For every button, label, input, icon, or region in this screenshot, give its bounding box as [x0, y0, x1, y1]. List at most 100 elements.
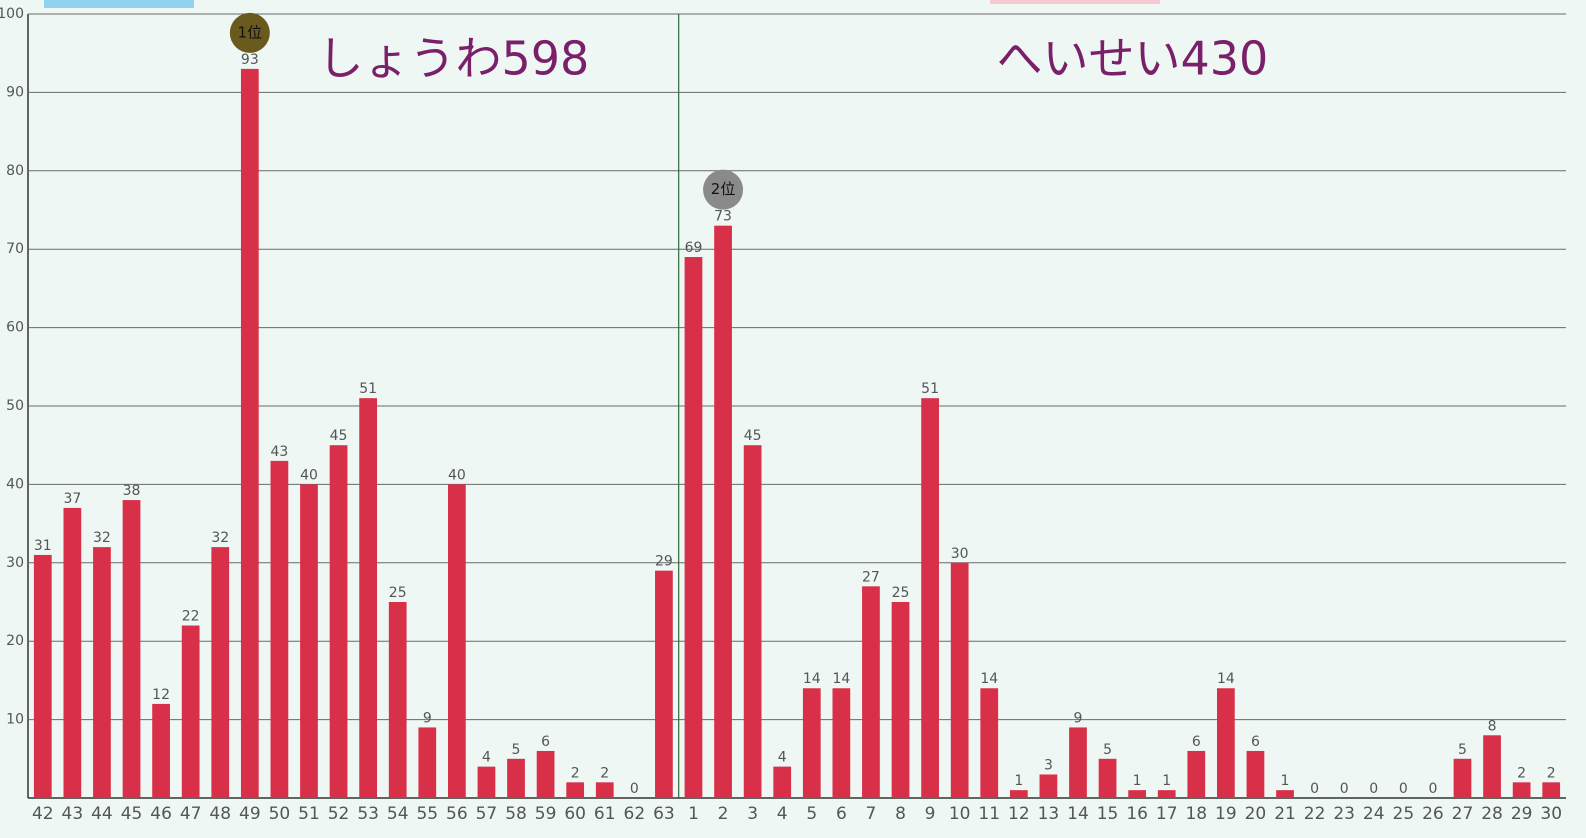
- bar: [803, 688, 821, 798]
- data-label: 45: [744, 428, 762, 444]
- bar: [714, 226, 732, 798]
- bar: [1483, 735, 1501, 798]
- data-label: 6: [1251, 734, 1260, 750]
- chart: 1020304050607080901004231433744324538461…: [0, 0, 1586, 838]
- x-tick-label: 44: [91, 804, 113, 824]
- y-tick-label: 10: [6, 712, 24, 728]
- x-tick-label: 30: [1540, 804, 1562, 824]
- x-tick-label: 28: [1481, 804, 1503, 824]
- data-label: 32: [211, 530, 229, 546]
- tape: [990, 0, 1160, 4]
- data-label: 2: [571, 765, 580, 781]
- data-label: 69: [685, 240, 703, 256]
- bar: [330, 445, 348, 798]
- data-label: 37: [63, 491, 81, 507]
- bar: [1276, 790, 1294, 798]
- y-tick-label: 40: [6, 476, 24, 492]
- data-label: 25: [389, 585, 407, 601]
- y-tick-label: 70: [6, 241, 24, 257]
- bar: [93, 547, 111, 798]
- x-tick-label: 56: [446, 804, 468, 824]
- data-label: 45: [330, 428, 348, 444]
- data-label: 5: [1103, 742, 1112, 758]
- bar: [1187, 751, 1205, 798]
- data-label: 0: [1369, 781, 1378, 797]
- x-tick-label: 42: [32, 804, 54, 824]
- bar: [63, 508, 81, 798]
- x-tick-label: 25: [1393, 804, 1415, 824]
- x-tick-label: 13: [1038, 804, 1060, 824]
- data-label: 14: [980, 671, 998, 687]
- x-tick-label: 3: [747, 804, 758, 824]
- data-label: 31: [34, 538, 52, 554]
- x-tick-label: 7: [866, 804, 877, 824]
- bar: [773, 767, 791, 798]
- bar: [1247, 751, 1265, 798]
- x-tick-label: 24: [1363, 804, 1385, 824]
- x-tick-label: 62: [624, 804, 646, 824]
- page: 1020304050607080901004231433744324538461…: [0, 0, 1586, 838]
- bar: [507, 759, 525, 798]
- data-label: 4: [778, 750, 787, 766]
- y-tick-label: 50: [6, 398, 24, 414]
- x-tick-label: 14: [1067, 804, 1089, 824]
- bar: [685, 257, 703, 798]
- x-tick-label: 52: [328, 804, 350, 824]
- data-label: 9: [423, 710, 432, 726]
- data-label: 8: [1488, 718, 1497, 734]
- bar: [921, 398, 939, 798]
- paper: [0, 0, 1586, 838]
- bar: [980, 688, 998, 798]
- bar: [241, 69, 259, 798]
- x-tick-label: 63: [653, 804, 675, 824]
- x-tick-label: 61: [594, 804, 616, 824]
- data-label: 14: [803, 671, 821, 687]
- data-label: 4: [482, 750, 491, 766]
- data-label: 1: [1162, 773, 1171, 789]
- x-tick-label: 9: [925, 804, 936, 824]
- data-label: 9: [1074, 710, 1083, 726]
- data-label: 2: [600, 765, 609, 781]
- bar: [359, 398, 377, 798]
- data-label: 38: [123, 483, 141, 499]
- x-tick-label: 15: [1097, 804, 1119, 824]
- bar: [1099, 759, 1117, 798]
- data-label: 6: [541, 734, 550, 750]
- bar: [1128, 790, 1146, 798]
- bar: [951, 563, 969, 798]
- x-tick-label: 26: [1422, 804, 1444, 824]
- data-label: 0: [1340, 781, 1349, 797]
- bar: [1454, 759, 1472, 798]
- x-tick-label: 23: [1333, 804, 1355, 824]
- x-tick-label: 5: [806, 804, 817, 824]
- x-tick-label: 11: [978, 804, 1000, 824]
- data-label: 25: [892, 585, 910, 601]
- x-tick-label: 10: [949, 804, 971, 824]
- data-label: 40: [448, 467, 466, 483]
- bar: [566, 782, 584, 798]
- bar: [1010, 790, 1028, 798]
- x-tick-label: 48: [209, 804, 231, 824]
- era-label: しょうわ598: [317, 32, 589, 86]
- bar: [537, 751, 555, 798]
- x-tick-label: 51: [298, 804, 320, 824]
- bar: [478, 767, 496, 798]
- era-label: へいせい430: [996, 32, 1268, 86]
- rank-label: 2位: [711, 180, 736, 198]
- data-label: 1: [1281, 773, 1290, 789]
- x-tick-label: 12: [1008, 804, 1030, 824]
- bar: [418, 727, 436, 798]
- bar: [596, 782, 614, 798]
- bar: [1158, 790, 1176, 798]
- bar: [123, 500, 141, 798]
- data-label: 22: [182, 609, 200, 625]
- bar: [655, 571, 673, 798]
- x-tick-label: 58: [505, 804, 527, 824]
- bar: [1217, 688, 1235, 798]
- data-label: 2: [1547, 765, 1556, 781]
- data-label: 43: [270, 444, 288, 460]
- x-tick-label: 59: [535, 804, 557, 824]
- bar: [152, 704, 170, 798]
- x-tick-label: 60: [564, 804, 586, 824]
- bar: [182, 626, 200, 798]
